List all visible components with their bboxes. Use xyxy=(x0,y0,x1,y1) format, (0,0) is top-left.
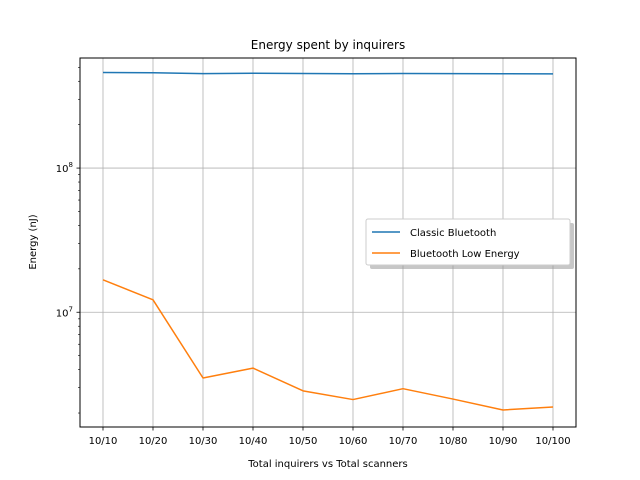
x-axis: 10/10 10/20 10/30 10/40 10/50 10/60 10/70 10/80… xyxy=(89,427,571,447)
y-axis-label: Energy (nJ) xyxy=(28,214,39,269)
chart-title: Energy spent by inquirers xyxy=(251,38,405,52)
x-tick-label: 10/20 xyxy=(139,436,168,447)
x-tick-label: 10/50 xyxy=(289,436,318,447)
x-tick-label: 10/40 xyxy=(239,436,268,447)
x-tick-label: 10/90 xyxy=(489,436,518,447)
legend-label-bluetooth-low-energy: Bluetooth Low Energy xyxy=(410,249,520,260)
x-tick-label: 10/80 xyxy=(439,436,468,447)
legend: Classic Bluetooth Bluetooth Low Energy xyxy=(365,218,574,269)
legend-box xyxy=(365,218,571,266)
series-line-classic-bluetooth xyxy=(102,71,554,75)
x-tick-label: 10/30 xyxy=(189,436,218,447)
series-line-bluetooth-low-energy xyxy=(102,279,554,411)
x-tick-label: 10/60 xyxy=(339,436,368,447)
x-axis-label: Total inquirers vs Total scanners xyxy=(247,459,407,470)
x-tick-label: 10/70 xyxy=(389,436,418,447)
plot-frame xyxy=(79,57,577,428)
x-tick-label: 10/100 xyxy=(535,436,570,447)
x-tick-label: 10/10 xyxy=(89,436,118,447)
legend-label-classic-bluetooth: Classic Bluetooth xyxy=(410,228,496,239)
series-lines xyxy=(102,71,554,411)
